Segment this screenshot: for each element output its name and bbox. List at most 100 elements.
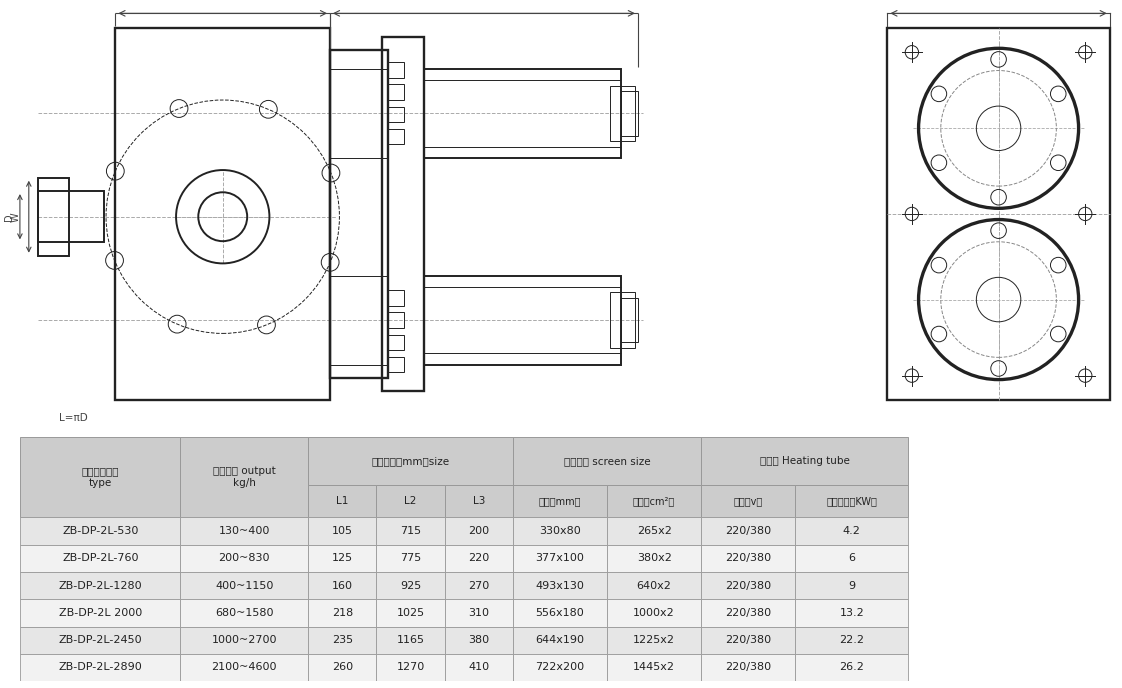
Text: 377x100: 377x100 xyxy=(535,553,585,563)
Text: 26.2: 26.2 xyxy=(839,663,864,672)
Text: 1270: 1270 xyxy=(396,663,424,672)
Bar xyxy=(444,484,513,517)
Bar xyxy=(513,517,607,545)
Bar xyxy=(444,627,513,654)
Bar xyxy=(309,437,513,484)
Text: 9: 9 xyxy=(848,581,855,591)
Text: 265x2: 265x2 xyxy=(636,526,672,536)
Bar xyxy=(795,599,908,627)
Text: 235: 235 xyxy=(332,635,353,645)
Bar xyxy=(181,517,309,545)
Text: 直径（mm）: 直径（mm） xyxy=(539,496,581,506)
Bar xyxy=(330,50,388,378)
Text: 22.2: 22.2 xyxy=(839,635,864,645)
Text: 面积（cm²）: 面积（cm²） xyxy=(633,496,675,506)
Text: 1445x2: 1445x2 xyxy=(633,663,675,672)
Text: 适用产量 output
kg/h: 适用产量 output kg/h xyxy=(213,466,276,488)
Bar xyxy=(444,517,513,545)
Bar xyxy=(376,627,444,654)
Text: 4.2: 4.2 xyxy=(843,526,861,536)
Bar xyxy=(20,437,181,517)
Bar xyxy=(376,599,444,627)
Bar xyxy=(376,572,444,599)
Text: ZB-DP-2L 2000: ZB-DP-2L 2000 xyxy=(58,608,142,618)
Text: 925: 925 xyxy=(399,581,421,591)
Text: 1225x2: 1225x2 xyxy=(633,635,675,645)
Text: 6: 6 xyxy=(848,553,855,563)
Bar xyxy=(376,654,444,681)
Bar xyxy=(795,484,908,517)
Bar xyxy=(888,28,1110,400)
Bar xyxy=(376,484,444,517)
Bar xyxy=(20,599,181,627)
Text: 1000x2: 1000x2 xyxy=(633,608,675,618)
Text: 640x2: 640x2 xyxy=(636,581,672,591)
Text: ZB-DP-2L-760: ZB-DP-2L-760 xyxy=(62,553,139,563)
Bar xyxy=(610,85,635,141)
Bar xyxy=(610,292,635,348)
Bar xyxy=(607,517,701,545)
Text: 105: 105 xyxy=(332,526,352,536)
Text: 1165: 1165 xyxy=(396,635,424,645)
Bar xyxy=(701,517,795,545)
Text: 220/380: 220/380 xyxy=(725,526,772,536)
Bar xyxy=(383,36,424,391)
Text: 220/380: 220/380 xyxy=(725,608,772,618)
Bar xyxy=(607,627,701,654)
Text: 218: 218 xyxy=(332,608,353,618)
Text: 260: 260 xyxy=(332,663,353,672)
Bar xyxy=(181,654,309,681)
Text: 380: 380 xyxy=(468,635,489,645)
Bar xyxy=(20,627,181,654)
Bar xyxy=(309,627,376,654)
Text: ZB-DP-2L-1280: ZB-DP-2L-1280 xyxy=(58,581,142,591)
Text: ZB-DP-2L-530: ZB-DP-2L-530 xyxy=(62,526,138,536)
Bar xyxy=(795,654,908,681)
Bar xyxy=(309,572,376,599)
Bar xyxy=(795,517,908,545)
Bar xyxy=(701,599,795,627)
Bar xyxy=(513,627,607,654)
Bar xyxy=(181,599,309,627)
Bar xyxy=(444,545,513,572)
Bar xyxy=(181,627,309,654)
Bar xyxy=(387,62,404,78)
Bar xyxy=(309,484,376,517)
Bar xyxy=(387,312,404,328)
Bar xyxy=(376,545,444,572)
Text: ZB-DP-2L-2890: ZB-DP-2L-2890 xyxy=(58,663,142,672)
Text: 644x190: 644x190 xyxy=(535,635,585,645)
Bar xyxy=(181,572,309,599)
Bar xyxy=(701,437,908,484)
Bar xyxy=(701,627,795,654)
Bar xyxy=(376,517,444,545)
Bar xyxy=(513,484,607,517)
Bar xyxy=(513,599,607,627)
Bar xyxy=(607,654,701,681)
Bar xyxy=(607,572,701,599)
Text: 220/380: 220/380 xyxy=(725,663,772,672)
Bar xyxy=(444,599,513,627)
Text: 722x200: 722x200 xyxy=(535,663,585,672)
Text: 130~400: 130~400 xyxy=(219,526,270,536)
Text: 加热功率（KW）: 加热功率（KW） xyxy=(826,496,877,506)
Text: 1000~2700: 1000~2700 xyxy=(212,635,277,645)
Bar xyxy=(20,545,181,572)
Text: 270: 270 xyxy=(468,581,489,591)
Text: 13.2: 13.2 xyxy=(839,608,864,618)
Text: 200: 200 xyxy=(468,526,489,536)
Bar xyxy=(38,191,104,242)
Text: W: W xyxy=(10,212,20,222)
Bar xyxy=(38,178,68,256)
Text: L1: L1 xyxy=(337,496,349,506)
Text: 加热器 Heating tube: 加热器 Heating tube xyxy=(760,455,849,466)
Bar xyxy=(513,545,607,572)
Text: 680~1580: 680~1580 xyxy=(215,608,274,618)
Bar xyxy=(309,654,376,681)
Bar xyxy=(424,276,622,365)
Bar xyxy=(20,517,181,545)
Text: ZB-DP-2L-2450: ZB-DP-2L-2450 xyxy=(58,635,142,645)
Text: L3: L3 xyxy=(472,496,485,506)
Text: 220/380: 220/380 xyxy=(725,553,772,563)
Text: 380x2: 380x2 xyxy=(636,553,672,563)
